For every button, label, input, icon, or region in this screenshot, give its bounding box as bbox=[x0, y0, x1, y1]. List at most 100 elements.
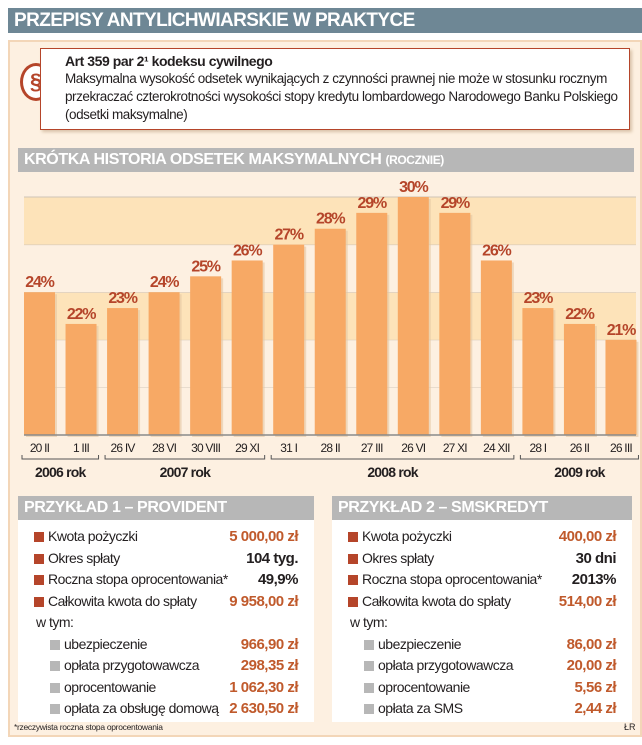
x-tick-label: 26 VI bbox=[401, 441, 425, 455]
bullet-icon bbox=[364, 704, 374, 714]
data-label: 23% bbox=[108, 290, 137, 307]
footnote: *rzeczywista roczna stopa oprocentowania bbox=[14, 722, 163, 732]
item-label: Roczna stopa oprocentowania* bbox=[48, 571, 228, 587]
signature: ŁR bbox=[624, 722, 636, 732]
bar bbox=[65, 323, 97, 435]
x-tick-label: 30 VIII bbox=[191, 441, 221, 455]
x-tick-label: 26 III bbox=[610, 441, 632, 455]
law-text: Maksymalna wysokość odsetek wynikających… bbox=[65, 71, 618, 122]
bar bbox=[439, 212, 471, 435]
item-value: 1 062,30 zł bbox=[229, 678, 298, 696]
x-tick-label: 28 VI bbox=[152, 441, 176, 455]
list-item: Roczna stopa oprocentowania* 2013% bbox=[332, 569, 632, 590]
bullet-icon bbox=[34, 596, 44, 607]
list-item: Okres spłaty 104 tyg. bbox=[18, 548, 314, 569]
list-item: opłata przygotowawcza 298,35 zł bbox=[18, 655, 314, 676]
item-value: 20,00 zł bbox=[566, 657, 617, 674]
item-label: opłata za SMS bbox=[378, 700, 463, 716]
x-tick-label: 28 I bbox=[529, 441, 546, 455]
item-label: opłata przygotowawcza bbox=[378, 657, 514, 673]
bullet-icon bbox=[348, 532, 358, 542]
bar bbox=[314, 228, 346, 435]
bullet-icon bbox=[50, 704, 60, 714]
item-value: 104 tyg. bbox=[246, 549, 298, 567]
law-heading: Art 359 par 2¹ kodeksu cywilnego bbox=[65, 53, 273, 69]
bar bbox=[190, 276, 222, 435]
item-label: Roczna stopa oprocentowania* bbox=[362, 571, 542, 587]
bullet-icon bbox=[348, 553, 358, 564]
list-item: Okres spłaty 30 dni bbox=[332, 548, 632, 569]
bullet-icon bbox=[348, 596, 358, 607]
bar-chart: 24% 20 II 22% 1 III 23% 26 IV 24% 28 VI 25% 30 VI… bbox=[21, 179, 639, 480]
group-label: 2007 rok bbox=[160, 464, 211, 480]
bullet-icon bbox=[50, 682, 60, 693]
bar bbox=[522, 308, 554, 435]
x-tick-label: 24 XII bbox=[483, 441, 510, 455]
data-label: 30% bbox=[399, 179, 428, 196]
group-bracket bbox=[519, 455, 639, 460]
chart-subtitle: (ROCZNIE) bbox=[385, 153, 445, 167]
data-label: 26% bbox=[482, 242, 511, 259]
bar bbox=[24, 292, 55, 435]
x-tick-label: 27 XI bbox=[443, 441, 467, 455]
item-value: 2,44 zł bbox=[574, 700, 616, 717]
bullet-icon bbox=[364, 639, 374, 650]
subhead: w tym: bbox=[36, 614, 74, 630]
item-value: 966,90 zł bbox=[240, 635, 299, 653]
item-value: 5,56 zł bbox=[574, 678, 616, 696]
item-label: oprocentowanie bbox=[64, 678, 156, 695]
bar bbox=[356, 212, 388, 435]
bullet-icon bbox=[34, 575, 44, 585]
list-item: Kwota pożyczki 400,00 zł bbox=[332, 526, 632, 547]
subhead: w tym: bbox=[350, 614, 388, 630]
list-item: Całkowita kwota do spłaty 9 958,00 zł bbox=[18, 591, 314, 612]
bar bbox=[273, 244, 305, 435]
item-value: 298,35 zł bbox=[240, 657, 299, 674]
list-item: oprocentowanie 5,56 zł bbox=[332, 677, 632, 698]
list-item: Całkowita kwota do spłaty 514,00 zł bbox=[332, 591, 632, 612]
data-label: 22% bbox=[565, 306, 594, 323]
x-tick-label: 31 I bbox=[280, 441, 297, 455]
bullet-icon bbox=[50, 661, 60, 671]
law-box: Art 359 par 2¹ kodeksu cywilnego Maksyma… bbox=[40, 48, 630, 130]
page-title: PRZEPISY ANTYLICHWIARSKIE W PRAKTYCE bbox=[8, 8, 642, 33]
bar bbox=[605, 339, 637, 435]
bullet-icon bbox=[364, 661, 374, 671]
item-label: Całkowita kwota do spłaty bbox=[362, 592, 511, 609]
x-tick-label: 20 II bbox=[30, 441, 50, 455]
x-tick-label: 28 II bbox=[321, 441, 341, 455]
chart-title: KRÓTKA HISTORIA ODSETEK MAKSYMALNYCH bbox=[24, 151, 382, 168]
group-bracket bbox=[270, 455, 515, 460]
bullet-icon bbox=[34, 553, 44, 564]
item-label: ubezpieczenie bbox=[378, 635, 462, 652]
group-label: 2009 rok bbox=[554, 464, 605, 480]
item-value: 30 dni bbox=[575, 549, 617, 567]
group-bracket bbox=[21, 455, 100, 460]
bar bbox=[397, 197, 429, 435]
item-value: 2013% bbox=[571, 571, 617, 588]
group-label: 2008 rok bbox=[367, 464, 418, 480]
bar bbox=[107, 308, 139, 435]
item-value: 2 630,50 zł bbox=[229, 700, 298, 717]
data-label: 23% bbox=[524, 290, 553, 307]
bar bbox=[563, 323, 595, 435]
data-label: 24% bbox=[150, 274, 179, 291]
item-label: ubezpieczenie bbox=[64, 635, 148, 652]
data-label: 27% bbox=[274, 227, 303, 244]
item-value: 49,9% bbox=[257, 571, 299, 588]
x-tick-label: 29 XI bbox=[235, 441, 259, 455]
item-value: 5 000,00 zł bbox=[229, 528, 298, 545]
bar bbox=[148, 292, 180, 435]
data-label: 29% bbox=[358, 195, 387, 212]
example-title: PRZYKŁAD 1 – PROVIDENT bbox=[18, 496, 314, 520]
data-label: 21% bbox=[607, 322, 636, 339]
bar bbox=[480, 260, 512, 435]
data-label: 24% bbox=[25, 274, 54, 291]
group-label: 2006 rok bbox=[35, 464, 86, 480]
item-label: oprocentowanie bbox=[378, 678, 470, 695]
item-value: 9 958,00 zł bbox=[229, 592, 298, 610]
x-tick-label: 26 II bbox=[570, 441, 590, 455]
bullet-icon bbox=[364, 682, 374, 693]
x-tick-label: 27 III bbox=[361, 441, 383, 455]
bar bbox=[231, 260, 263, 435]
